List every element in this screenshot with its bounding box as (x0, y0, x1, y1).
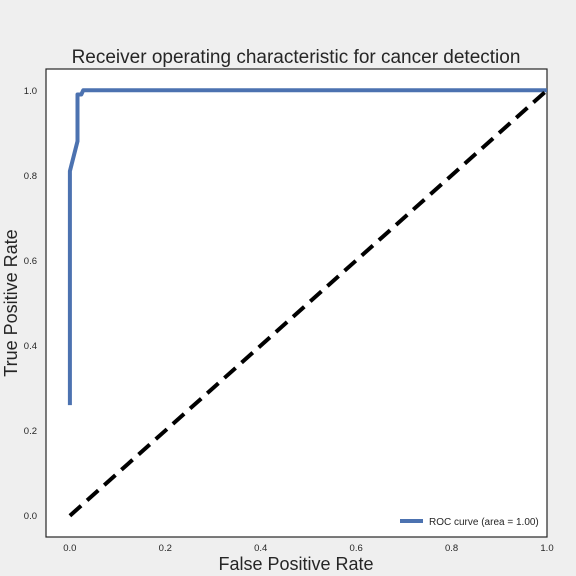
plot-area (45, 68, 548, 538)
y-tick-label: 0.0 (24, 511, 37, 522)
ticks-layer: 0.0 0.2 0.4 0.6 0.8 1.0 0.0 0.2 0.4 0.6 0.8 1.0 (24, 86, 554, 554)
series-layer (67, 88, 547, 518)
chance-diagonal-line (68, 88, 547, 518)
legend-label-roc: ROC curve (area = 1.00) (429, 517, 539, 528)
x-tick-label: 0.0 (63, 543, 76, 554)
roc-curve-line (67, 88, 547, 406)
legend: ROC curve (area = 1.00) (400, 517, 539, 528)
x-axis-label: False Positive Rate (218, 554, 373, 574)
y-axis-label: True Positive Rate (1, 229, 21, 376)
y-tick-label: 0.6 (24, 256, 37, 267)
y-tick-label: 0.8 (24, 171, 37, 182)
x-tick-label: 0.2 (159, 543, 172, 554)
y-tick-label: 0.2 (24, 426, 37, 437)
x-tick-label: 0.6 (350, 543, 363, 554)
x-tick-label: 1.0 (540, 543, 553, 554)
y-tick-label: 1.0 (24, 86, 37, 97)
x-tick-label: 0.4 (254, 543, 267, 554)
chart-title: Receiver operating characteristic for ca… (72, 47, 521, 68)
y-tick-label: 0.4 (24, 341, 37, 352)
x-tick-label: 0.8 (445, 543, 458, 554)
